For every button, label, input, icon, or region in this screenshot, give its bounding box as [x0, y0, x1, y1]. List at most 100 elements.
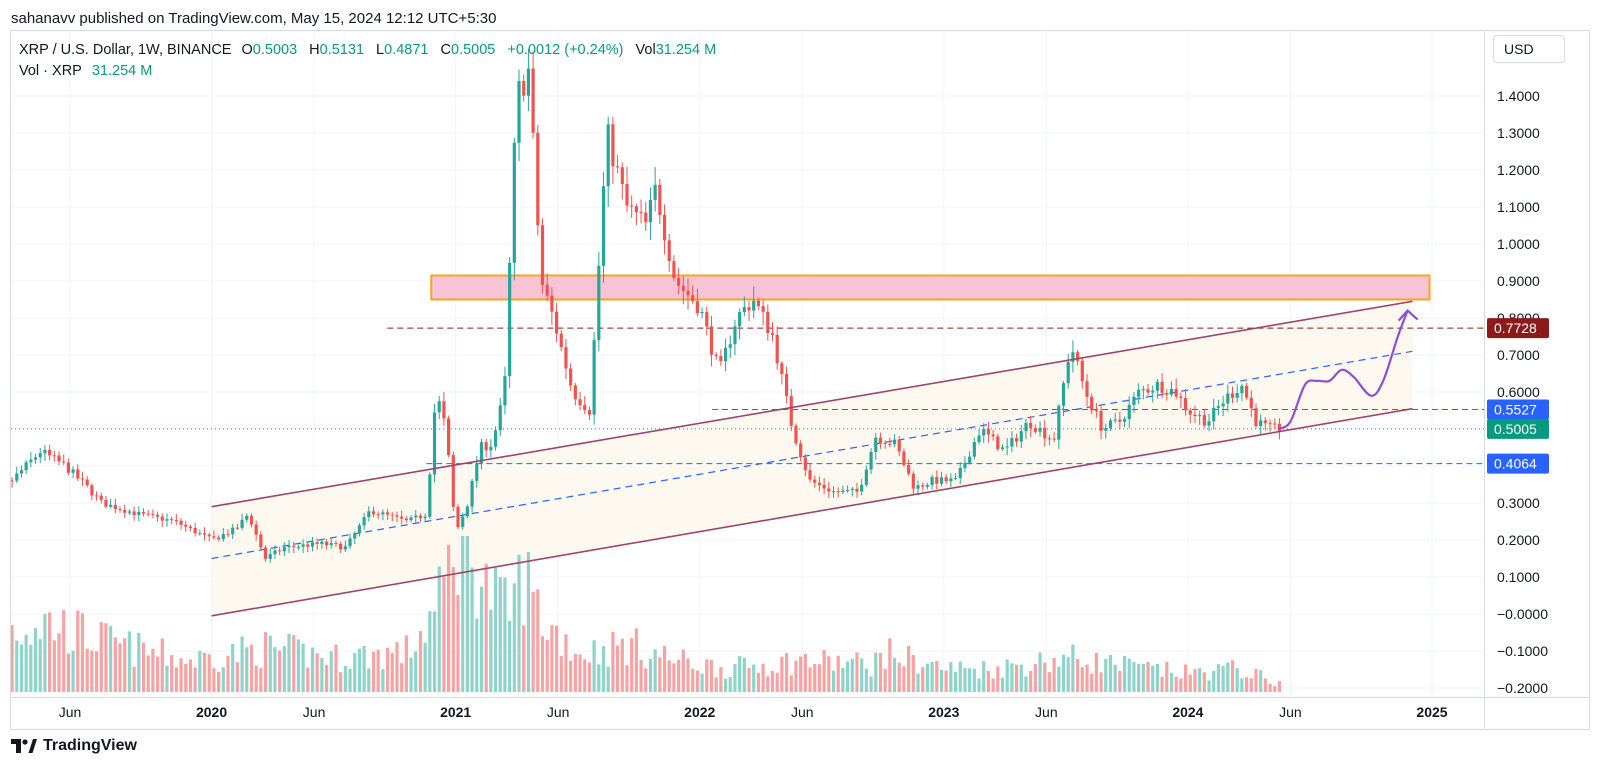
volume-bar — [953, 671, 958, 692]
volume-bar — [1202, 672, 1206, 692]
candle-body — [752, 300, 756, 311]
volume-bar — [76, 610, 80, 692]
candle-body — [784, 374, 789, 396]
candle-body — [601, 186, 606, 266]
volume-bar — [1029, 670, 1033, 692]
candle-body — [1151, 390, 1155, 393]
candle-body — [498, 405, 502, 431]
volume-bar — [878, 652, 883, 692]
symbol-label[interactable]: XRP / U.S. Dollar, 1W, BINANCE — [19, 42, 232, 58]
x-tick-label: 2025 — [1416, 704, 1447, 720]
candle-body — [742, 307, 746, 313]
candle-body — [423, 516, 427, 519]
candle-body — [888, 443, 892, 445]
x-tick-label: 2024 — [1172, 704, 1203, 720]
candle-body — [738, 312, 742, 327]
candle-body — [1127, 404, 1131, 420]
volume-bar — [770, 671, 775, 692]
volume-bar — [733, 663, 737, 692]
candle-body — [160, 516, 164, 521]
volume-bar — [1, 640, 4, 692]
volume-bar — [644, 668, 648, 692]
volume-bar — [634, 628, 638, 692]
volume-bar — [1179, 678, 1183, 692]
volume-bar — [822, 649, 826, 692]
channel-lower-line — [211, 407, 1413, 617]
volume-bar — [146, 655, 150, 692]
volume-bar — [841, 668, 845, 692]
candle-body — [540, 225, 545, 285]
candle-body — [404, 518, 408, 521]
candle-body — [780, 363, 784, 375]
candle-body — [639, 212, 643, 214]
candle-body — [686, 290, 690, 296]
candle-body — [287, 545, 291, 548]
volume-bar — [963, 667, 967, 692]
candle-body — [597, 265, 601, 341]
candle-body — [1193, 414, 1197, 417]
currency-button[interactable]: USD — [1493, 35, 1565, 63]
candle-body — [409, 517, 413, 521]
volume-bar — [902, 666, 906, 692]
volume-bar — [747, 668, 751, 692]
candle-body — [1273, 423, 1277, 425]
candle-body — [11, 480, 14, 482]
candle-body — [447, 418, 451, 456]
volume-bar — [465, 536, 469, 692]
volume-bar — [564, 634, 568, 692]
volume-bar — [11, 625, 14, 692]
volume-bar — [24, 634, 28, 692]
volume-bar — [1038, 652, 1042, 692]
candle-body — [1179, 396, 1183, 398]
candle-body — [310, 542, 315, 547]
volume-bar — [1221, 666, 1225, 692]
volume-bar — [677, 659, 681, 692]
x-tick-label: 2021 — [440, 704, 471, 720]
volume-bar — [1024, 676, 1028, 692]
current-price-tag: 0.5005 — [1494, 421, 1537, 437]
volume-indicator-label[interactable]: Vol · XRP — [19, 63, 82, 79]
candle-body — [249, 515, 254, 525]
candle-body — [719, 356, 723, 362]
candle-body — [245, 515, 249, 520]
volume-bar — [648, 659, 653, 692]
y-tick-label: −0.1000 — [1497, 643, 1548, 659]
candle-body — [700, 311, 704, 314]
tradingview-brand[interactable]: TradingView — [11, 737, 137, 755]
candle-body — [1141, 389, 1145, 391]
volume-bar — [19, 644, 24, 692]
volume-bar — [503, 577, 507, 692]
volume-bar — [836, 655, 840, 692]
candle-body — [52, 455, 56, 457]
candle-body — [66, 462, 70, 473]
candle-body — [503, 376, 507, 406]
candle-body — [324, 541, 329, 546]
volume-bar — [80, 613, 85, 692]
candle-body — [1066, 361, 1070, 384]
candle-body — [188, 526, 193, 528]
volume-bar — [709, 659, 714, 692]
candle-body — [94, 495, 99, 497]
candle-body — [263, 547, 268, 559]
volume-bar — [198, 650, 202, 692]
volume-bar — [1047, 672, 1052, 692]
candle-body — [1099, 410, 1103, 431]
volume-bar — [498, 577, 502, 692]
volume-bar — [90, 650, 94, 692]
volume-bar — [982, 661, 986, 692]
volume-bar — [930, 661, 934, 692]
candle-body — [836, 491, 840, 493]
y-tick-label: 0.3000 — [1497, 495, 1540, 511]
candle-body — [775, 334, 779, 364]
candle-body — [766, 311, 770, 334]
candle-body — [695, 301, 699, 314]
candle-body — [1094, 410, 1098, 412]
volume-bar — [827, 656, 831, 692]
volume-bar — [141, 642, 146, 692]
volume-bar — [907, 645, 911, 692]
candle-body — [127, 511, 132, 513]
volume-bar — [1240, 678, 1244, 692]
candle-body — [202, 533, 207, 535]
candle-body — [1047, 438, 1052, 440]
